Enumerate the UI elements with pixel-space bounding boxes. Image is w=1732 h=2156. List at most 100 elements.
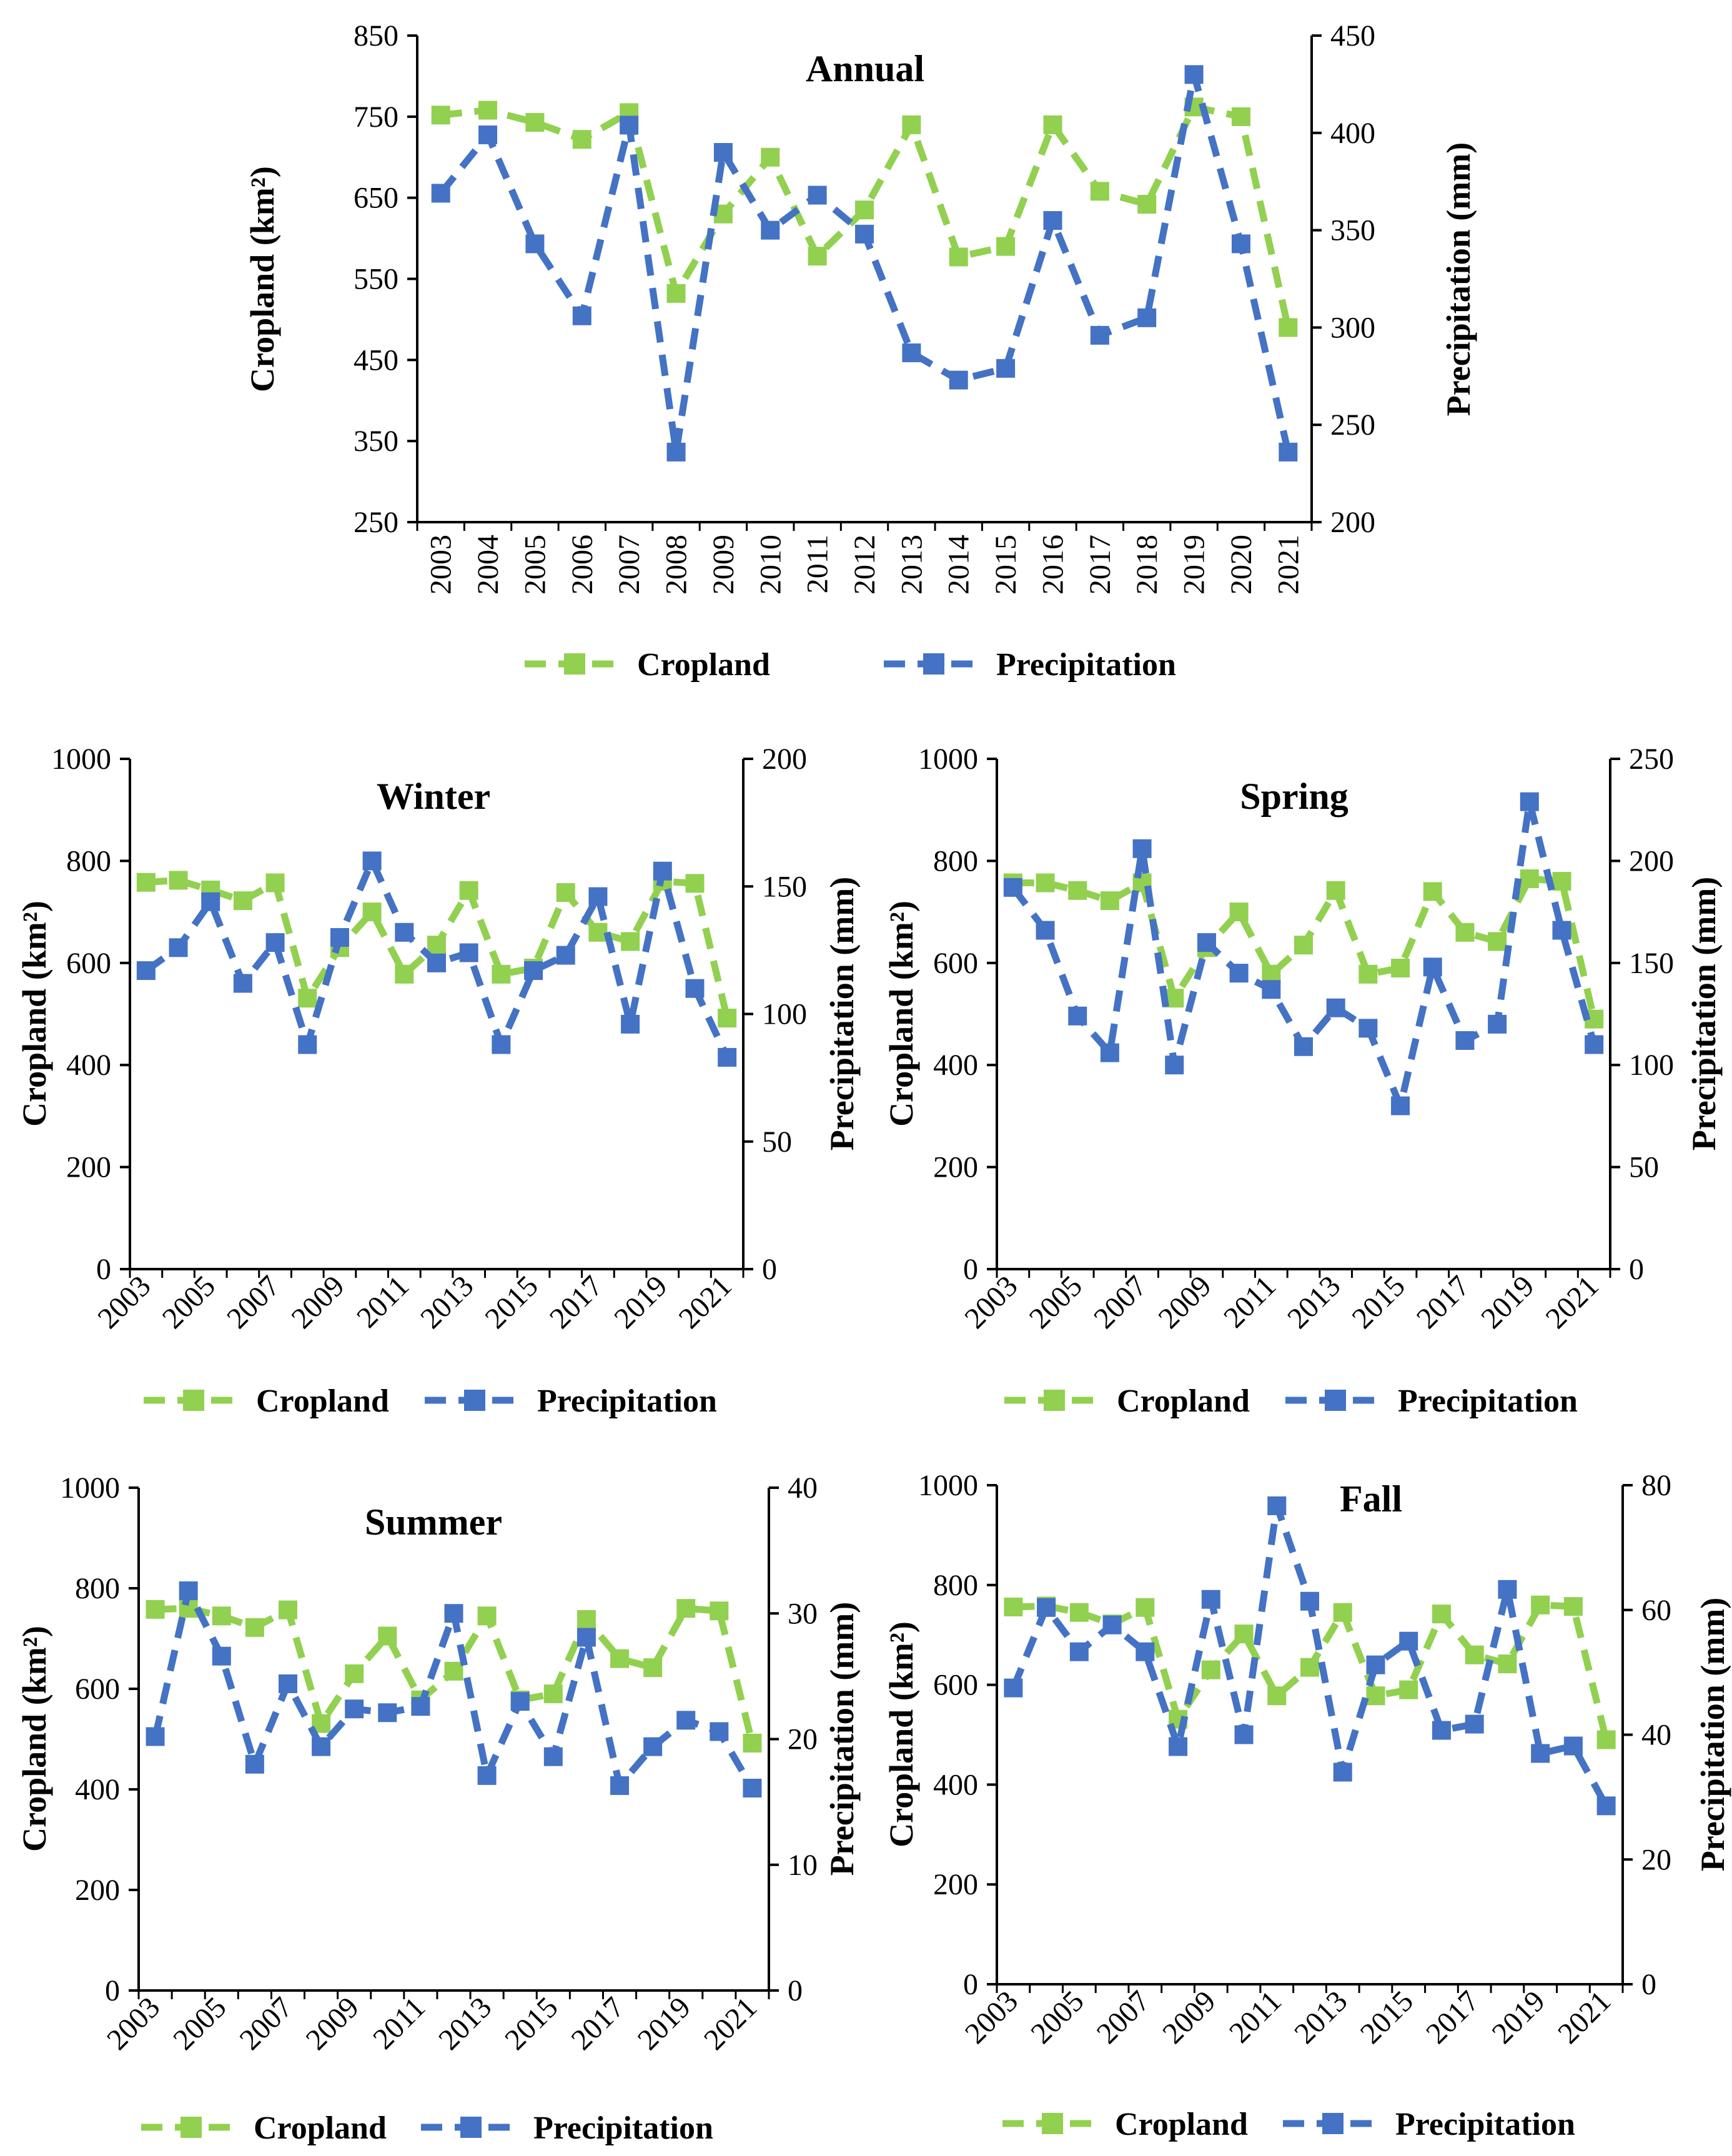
fall-ytick-label: 600: [933, 1669, 978, 1702]
annual-precipitation-point: [949, 370, 968, 390]
summer-cropland-point: [245, 1618, 264, 1637]
fall-y2tick-label: 60: [1641, 1594, 1671, 1627]
summer-precipitation-point: [312, 1737, 331, 1756]
annual-xtick-label: 2006: [566, 535, 599, 595]
annual-precipitation-point: [1090, 325, 1109, 345]
fall-precipitation-point: [1201, 1590, 1220, 1609]
fall-ytick-label: 1000: [918, 1469, 978, 1502]
winter-ytick-label: 600: [66, 947, 111, 980]
spring-precipitation-point: [1358, 1019, 1378, 1038]
winter-legend-cropland-label: Cropland: [256, 1383, 389, 1419]
spring-precipitation-point: [1585, 1035, 1604, 1054]
spring-legend-cropland-label: Cropland: [1117, 1383, 1250, 1419]
fall-y2tick-label: 40: [1641, 1719, 1671, 1752]
annual-precipitation-point: [525, 234, 545, 254]
spring-y2tick-label: 150: [1629, 947, 1674, 980]
fall-ytick-label: 400: [933, 1768, 978, 1801]
spring-y2-axis-title: Precipitation (mm): [1685, 877, 1723, 1150]
summer-ytick-label: 1000: [60, 1471, 120, 1505]
spring-cropland-point: [1520, 869, 1539, 888]
annual-precipitation-point: [431, 184, 450, 203]
annual-y2tick-label: 400: [1330, 117, 1375, 150]
fall-precipitation-point: [1563, 1736, 1583, 1756]
winter-xtick-label: 2015: [478, 1269, 544, 1335]
annual-precipitation-point: [620, 116, 639, 135]
spring-precipitation-point: [1455, 1031, 1475, 1050]
spring-title: Spring: [1240, 776, 1348, 817]
fall-ytick-label: 200: [933, 1868, 978, 1901]
fall-cropland-point: [1333, 1603, 1352, 1622]
spring-cropland-point: [1358, 964, 1378, 984]
spring-precipitation-point: [1423, 957, 1442, 977]
spring-cropland-point: [1488, 932, 1507, 951]
summer-cropland-point: [643, 1658, 663, 1678]
fall-precipitation-point: [1037, 1598, 1056, 1617]
fall-precipitation-point: [1596, 1796, 1616, 1816]
winter-precipitation-point: [588, 887, 608, 906]
summer-cropland-point: [444, 1661, 463, 1681]
fall-ytick-label: 0: [963, 1968, 978, 2001]
annual-ytick-label: 250: [354, 506, 398, 539]
winter-y2tick-label: 100: [762, 998, 807, 1031]
fall-cropland-point: [1531, 1595, 1550, 1615]
chart-annual: 250 350 450 550 650 750 850 200 250 300 350 400 450 2…: [244, 19, 1477, 683]
spring-xtick-label: 2013: [1281, 1269, 1347, 1335]
annual-cropland-point: [478, 101, 498, 120]
annual-xtick-label: 2010: [754, 535, 787, 595]
fall-cropland-point: [1432, 1605, 1451, 1624]
fall-precipitation-point: [1465, 1714, 1484, 1734]
summer-precipitation-point: [477, 1766, 497, 1785]
annual-xtick-label: 2011: [801, 535, 834, 593]
summer-cropland-point: [577, 1610, 596, 1629]
chart-spring: 0200400600800100005010015020025020032005…: [883, 743, 1723, 1419]
spring-xtick-label: 2005: [1023, 1269, 1089, 1335]
spring-legend-precip-label: Precipitation: [1398, 1383, 1578, 1419]
winter-ytick-label: 400: [66, 1049, 111, 1082]
spring-cropland-point: [1455, 922, 1475, 942]
annual-precipitation-point: [761, 220, 780, 240]
winter-cropland-point: [265, 873, 285, 893]
annual-xtick-label: 2004: [472, 535, 505, 595]
summer-legend-precip-marker: [460, 2117, 482, 2138]
winter-precipitation-point: [685, 979, 705, 998]
fall-y2tick-label: 80: [1641, 1469, 1671, 1502]
summer-precipitation-point: [676, 1711, 696, 1730]
winter-cropland-point: [362, 902, 382, 922]
winter-precipitation-point: [362, 851, 382, 871]
winter-y-axis-title: Cropland (km²): [16, 901, 53, 1127]
summer-xtick-label: 2015: [498, 1990, 564, 2056]
spring-xtick-label: 2021: [1540, 1269, 1605, 1335]
fall-precipitation-point: [1531, 1744, 1550, 1763]
spring-precipitation-point: [1552, 921, 1571, 940]
annual-cropland-point: [1043, 115, 1062, 134]
summer-title: Summer: [365, 1501, 502, 1543]
spring-y2tick-label: 50: [1629, 1151, 1659, 1184]
fall-legend-cropland-marker: [1042, 2113, 1063, 2134]
summer-ytick-label: 0: [105, 1974, 120, 2007]
summer-ytick-label: 600: [75, 1673, 120, 1706]
winter-xtick-label: 2007: [220, 1269, 286, 1335]
fall-cropland-point: [1498, 1654, 1517, 1674]
annual-y2-axis-title: Precipitation (mm): [1440, 142, 1477, 416]
annual-y2tick-label: 450: [1330, 19, 1375, 52]
winter-precipitation-point: [136, 961, 156, 981]
annual-cropland-point: [572, 130, 591, 149]
spring-cropland-point: [1100, 891, 1119, 911]
annual-y2tick-label: 350: [1330, 214, 1375, 247]
summer-xtick-label: 2019: [631, 1990, 697, 2056]
spring-xtick-label: 2011: [1217, 1269, 1282, 1334]
winter-precipitation-point: [395, 922, 414, 942]
spring-y-axis-title: Cropland (km²): [883, 901, 920, 1127]
annual-xtick-label: 2014: [943, 535, 976, 595]
annual-precipitation-point: [902, 343, 921, 362]
annual-ytick-label: 850: [354, 19, 398, 52]
winter-cropland-point: [621, 932, 640, 951]
spring-xtick-label: 2009: [1152, 1269, 1217, 1335]
winter-y2-axis-title: Precipitation (mm): [823, 877, 861, 1150]
summer-xtick-label: 2007: [233, 1990, 299, 2056]
spring-y2tick-label: 0: [1629, 1253, 1644, 1286]
winter-xtick-label: 2017: [543, 1269, 609, 1335]
winter-xtick-label: 2009: [285, 1269, 350, 1335]
winter-cropland-point: [298, 989, 317, 1008]
